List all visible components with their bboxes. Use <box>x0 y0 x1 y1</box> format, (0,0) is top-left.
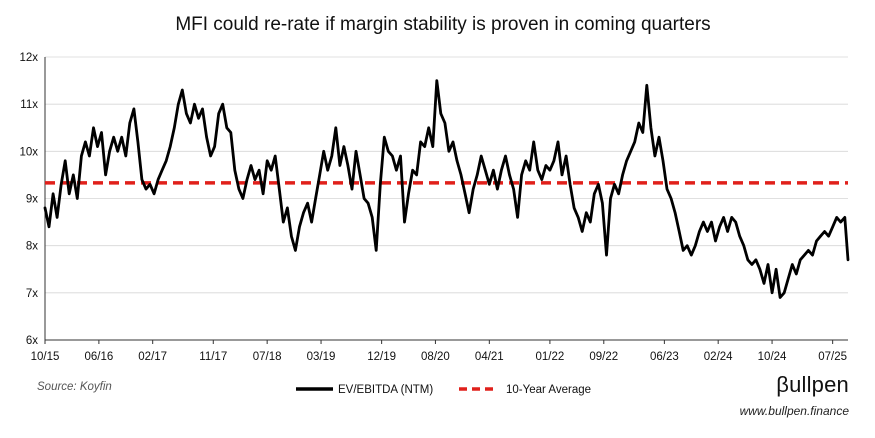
y-tick-label: 9x <box>26 194 38 206</box>
y-axis: 6x 7x 8x 9x 10x 11x 12x <box>19 52 46 347</box>
x-tick-label: 10/15 <box>31 351 60 363</box>
x-axis: 10/15 06/16 02/17 11/17 07/18 03/19 12/19 08/20… <box>31 340 847 363</box>
x-tick-label: 03/19 <box>307 351 336 363</box>
x-tick-label: 11/17 <box>199 351 227 363</box>
x-tick-label: 06/23 <box>650 351 679 363</box>
source-note: Source: Koyfin <box>37 381 112 393</box>
x-tick-label: 09/22 <box>589 351 618 363</box>
y-tick-label: 6x <box>26 335 38 347</box>
series-layer <box>43 79 850 299</box>
brand-block: βullpen www.bullpen.finance <box>740 372 849 418</box>
brand-url: www.bullpen.finance <box>739 404 849 418</box>
legend-label-10-year-average: 10-Year Average <box>506 384 591 396</box>
y-tick-label: 10x <box>19 146 38 158</box>
x-tick-label: 02/24 <box>704 351 733 363</box>
y-tick-label: 8x <box>26 241 38 253</box>
brand-logo: βullpen <box>776 372 849 397</box>
y-tick-label: 11x <box>20 99 38 111</box>
x-tick-label: 04/21 <box>475 351 504 363</box>
y-tick-label: 12x <box>19 52 38 64</box>
series-line-ev-ebitda <box>43 79 850 299</box>
legend: EV/EBITDA (NTM) 10-Year Average <box>296 384 591 396</box>
x-tick-label: 12/19 <box>367 351 396 363</box>
x-tick-label: 01/22 <box>536 351 565 363</box>
x-tick-label: 06/16 <box>84 351 113 363</box>
x-tick-label: 07/25 <box>818 351 847 363</box>
legend-label-ev-ebitda: EV/EBITDA (NTM) <box>338 384 433 396</box>
x-tick-label: 02/17 <box>138 351 167 363</box>
x-tick-label: 10/24 <box>758 351 787 363</box>
grid <box>45 56 848 341</box>
x-tick-label: 07/18 <box>253 351 282 363</box>
chart-title: MFI could re-rate if margin stability is… <box>175 14 710 35</box>
x-tick-label: 08/20 <box>421 351 450 363</box>
y-tick-label: 7x <box>26 288 38 300</box>
